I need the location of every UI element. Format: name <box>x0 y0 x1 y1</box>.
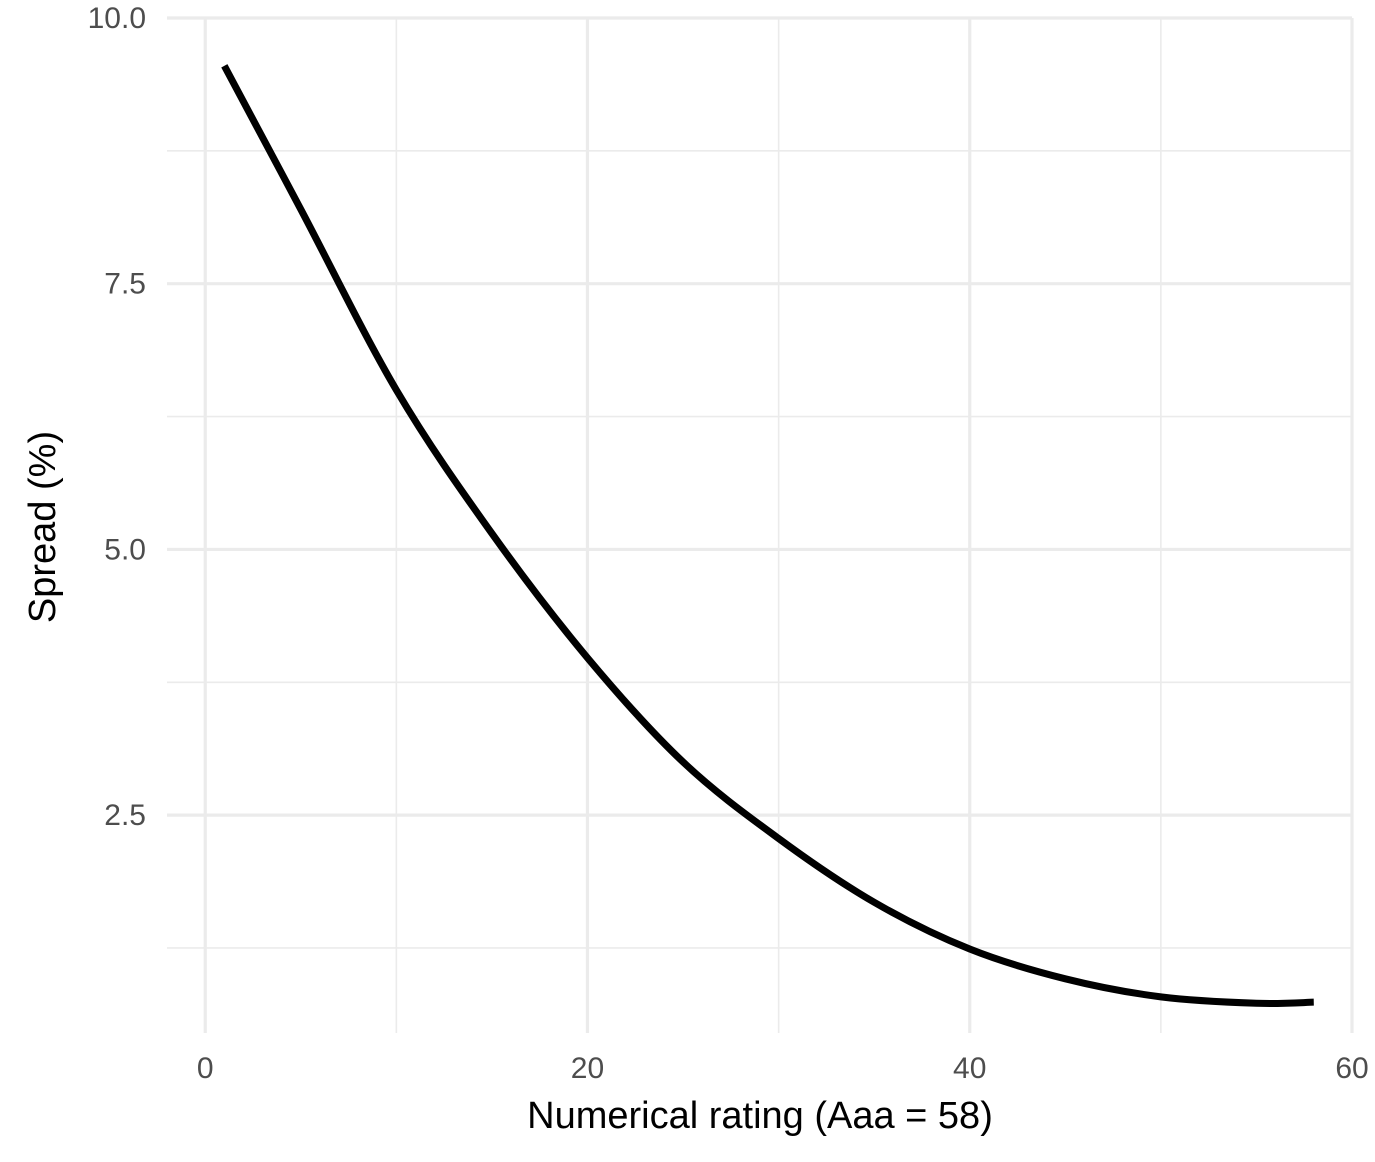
spread-curve-line <box>221 64 1314 1007</box>
y-axis-ticks: 2.5 5.0 7.5 10.0 <box>88 2 146 832</box>
y-tick-label: 7.5 <box>104 268 146 301</box>
y-tick-label: 5.0 <box>104 533 146 566</box>
x-tick-label: 40 <box>953 1052 986 1085</box>
series-layer <box>221 64 1314 1007</box>
major-gridlines <box>167 16 1354 1033</box>
x-tick-label: 20 <box>571 1052 604 1085</box>
x-axis-ticks: 0 20 40 60 <box>197 1052 1369 1085</box>
x-tick-label: 0 <box>197 1052 214 1085</box>
x-axis-title: Numerical rating (Aaa = 58) <box>527 1095 993 1137</box>
y-axis-title: Spread (%) <box>22 431 64 623</box>
minor-gridlines <box>167 18 1352 1033</box>
y-tick-label: 10.0 <box>88 2 146 35</box>
x-tick-label: 60 <box>1335 1052 1368 1085</box>
y-tick-label: 2.5 <box>104 799 146 832</box>
